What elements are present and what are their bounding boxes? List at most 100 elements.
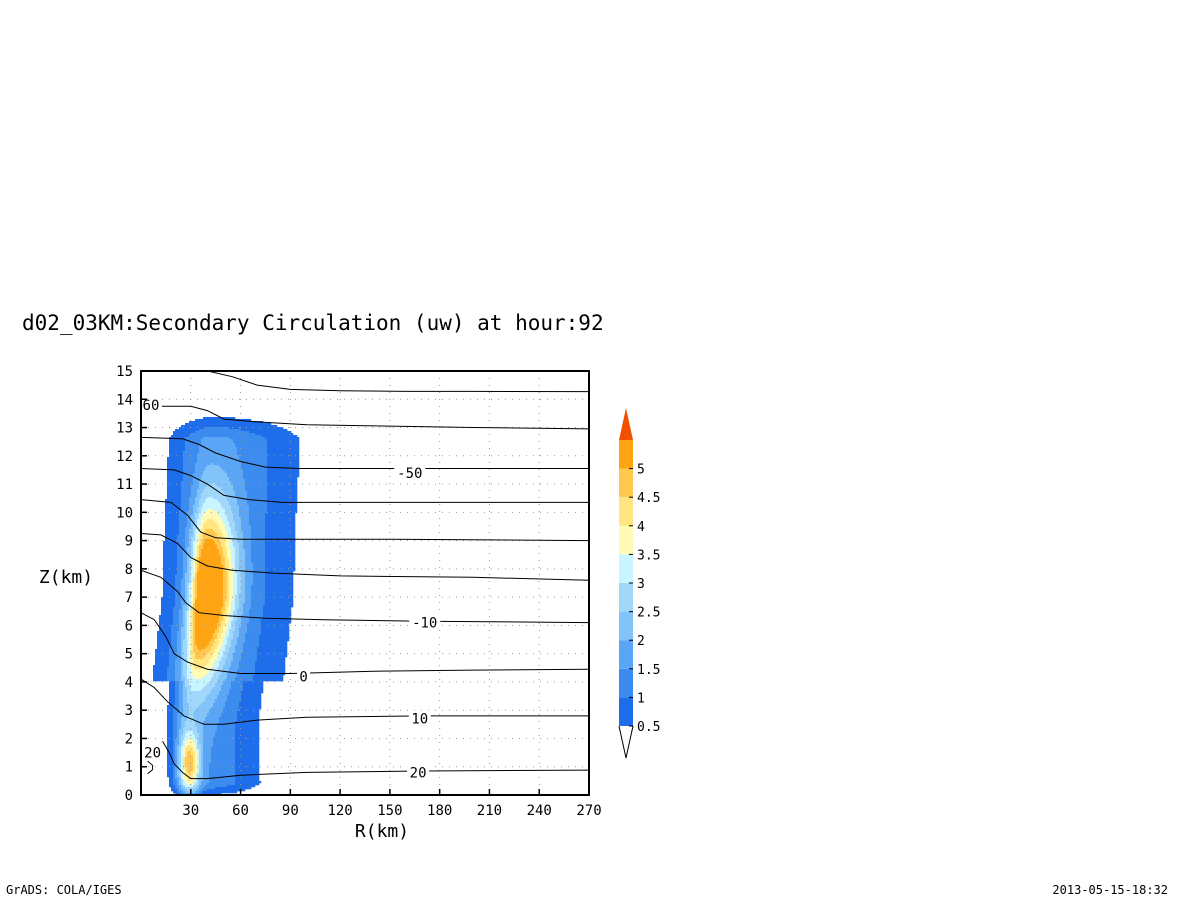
filled-cell	[223, 471, 226, 494]
filled-cell	[209, 483, 212, 498]
u-contour-line	[141, 405, 589, 430]
filled-cell	[191, 557, 194, 582]
filled-cell	[183, 785, 186, 788]
filled-cell	[185, 573, 188, 612]
filled-cell	[185, 437, 188, 528]
filled-cell	[225, 701, 228, 788]
filled-cell	[201, 789, 204, 794]
filled-cell	[197, 431, 200, 454]
filled-cell	[215, 427, 218, 438]
filled-cell	[227, 673, 230, 696]
filled-cell	[207, 529, 210, 540]
filled-cell	[225, 617, 228, 632]
filled-cell	[243, 549, 246, 604]
filled-cell	[225, 531, 228, 548]
filled-cell	[199, 429, 202, 446]
filled-cell	[199, 535, 202, 546]
y-axis-label: Z(km)	[39, 567, 93, 588]
footer-left: GrADS: COLA/IGES	[6, 883, 122, 897]
filled-cell	[205, 427, 208, 438]
y-tick-label: 15	[116, 364, 133, 380]
filled-cell	[227, 607, 230, 624]
filled-cell	[217, 787, 220, 795]
filled-cell	[207, 789, 210, 795]
x-tick-label: 90	[282, 803, 299, 819]
filled-cell	[219, 487, 222, 504]
filled-cell	[239, 517, 242, 572]
filled-cell	[233, 681, 236, 786]
filled-cell	[219, 639, 222, 650]
filled-cell	[193, 785, 196, 790]
filled-cell	[219, 517, 222, 530]
filled-cell	[189, 609, 192, 668]
filled-cell	[193, 541, 196, 558]
filled-cell	[239, 571, 242, 594]
filled-cell	[283, 429, 286, 676]
filled-cell	[261, 437, 264, 620]
contour-label-bg	[297, 668, 311, 684]
filled-cell	[235, 497, 238, 532]
filled-cell	[259, 435, 262, 636]
filled-cell	[185, 721, 188, 734]
filled-cell	[255, 661, 258, 786]
y-tick-label: 11	[116, 477, 133, 493]
filled-cell	[179, 777, 182, 786]
filled-cell	[181, 745, 184, 780]
filled-cell	[211, 539, 214, 640]
filled-cell	[231, 639, 234, 662]
filled-cell	[239, 461, 242, 518]
filled-cell	[269, 423, 272, 682]
filled-cell	[197, 489, 200, 508]
filled-cell	[197, 707, 200, 734]
filled-cell	[201, 493, 204, 508]
filled-cell	[219, 691, 222, 718]
filled-cell	[211, 647, 214, 658]
filled-cell	[185, 423, 188, 438]
filled-cell	[223, 681, 226, 708]
filled-cell	[213, 465, 216, 484]
filled-cell	[225, 645, 228, 660]
filled-cell	[211, 689, 214, 708]
y-tick-label: 8	[125, 562, 133, 578]
filled-cell	[201, 529, 204, 540]
filled-cell	[219, 437, 222, 468]
filled-cell	[177, 535, 180, 632]
filled-cell	[213, 789, 216, 795]
filled-cell	[229, 613, 232, 630]
filled-cell	[221, 621, 224, 634]
filled-cell	[215, 499, 218, 512]
colorbar-label: 1.5	[637, 663, 660, 678]
y-tick-label: 4	[125, 675, 133, 691]
filled-cell	[203, 667, 206, 678]
filled-cell	[189, 421, 192, 436]
filled-cell	[221, 671, 224, 686]
filled-cell	[195, 751, 198, 774]
colorbar-swatch	[619, 697, 633, 726]
colorbar-label: 2	[637, 634, 645, 649]
filled-cell	[217, 487, 220, 502]
filled-cell	[179, 791, 182, 795]
x-tick-label: 60	[232, 803, 249, 819]
filled-cell	[179, 609, 182, 730]
filled-cell	[213, 511, 216, 522]
filled-cell	[199, 659, 202, 670]
filled-cell	[201, 781, 204, 790]
filled-cell	[207, 695, 210, 714]
filled-cell	[169, 437, 172, 646]
filled-cell	[191, 433, 194, 486]
filled-cell	[193, 667, 196, 680]
filled-cell	[195, 645, 198, 660]
filled-cell	[199, 525, 202, 536]
filled-cell	[261, 619, 264, 694]
filled-cell	[181, 425, 184, 482]
filled-cell	[205, 499, 208, 512]
filled-cell	[177, 745, 180, 778]
filled-cell	[191, 739, 194, 748]
filled-cell	[205, 685, 208, 698]
filled-cell	[167, 705, 170, 778]
filled-cell	[185, 787, 188, 790]
colorbar-bottom-triangle	[618, 725, 634, 759]
filled-cell	[217, 655, 220, 668]
filled-cell	[203, 523, 206, 534]
filled-cell	[183, 791, 186, 795]
